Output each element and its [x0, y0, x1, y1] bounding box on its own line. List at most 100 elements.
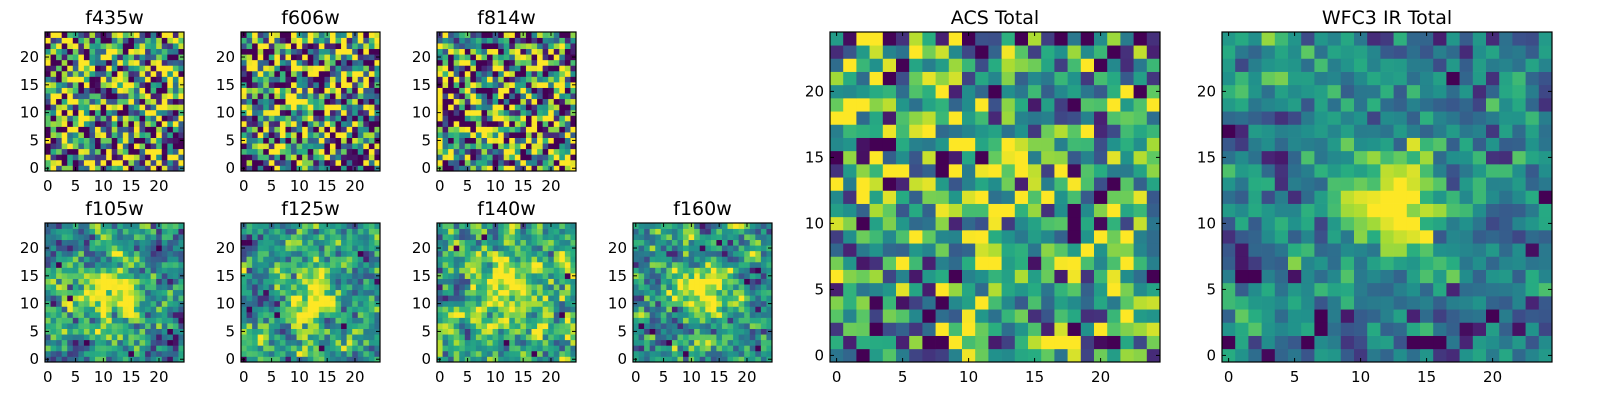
- heatmap-cell: [111, 93, 118, 100]
- heatmap-cell: [1041, 296, 1055, 310]
- heatmap-cell: [368, 284, 375, 291]
- heatmap-cell: [329, 267, 336, 274]
- heatmap-cell: [570, 289, 577, 296]
- heatmap-cell: [150, 273, 157, 279]
- heatmap-cell: [341, 54, 347, 61]
- heatmap-cell: [683, 306, 689, 313]
- heatmap-cell: [324, 70, 331, 77]
- heatmap-cell: [705, 223, 712, 229]
- heatmap-cell: [95, 76, 101, 83]
- heatmap-cell: [470, 284, 477, 291]
- heatmap-cell: [470, 87, 477, 94]
- heatmap-cell: [341, 98, 347, 105]
- heatmap-cell: [89, 295, 96, 302]
- heatmap-cell: [156, 245, 163, 252]
- heatmap-cell: [374, 250, 381, 257]
- heatmap-cell: [733, 306, 739, 313]
- heatmap-cell: [559, 334, 566, 341]
- heatmap-cell: [464, 87, 471, 94]
- heatmap-cell: [464, 300, 471, 307]
- heatmap-cell: [302, 289, 309, 296]
- heatmap-cell: [481, 317, 488, 324]
- heatmap-cell: [492, 328, 499, 335]
- heatmap-cell: [279, 120, 286, 127]
- heatmap-cell: [357, 345, 364, 352]
- heatmap-cell: [56, 159, 63, 166]
- heatmap-cell: [531, 43, 538, 50]
- heatmap-cell: [128, 245, 135, 252]
- heatmap-cell: [150, 148, 157, 155]
- heatmap-cell: [50, 245, 57, 252]
- heatmap-cell: [1080, 296, 1095, 310]
- heatmap-cell: [145, 70, 151, 77]
- heatmap-cell: [139, 328, 146, 335]
- heatmap-cell: [172, 311, 179, 318]
- heatmap-cell: [988, 203, 1002, 218]
- heatmap-cell: [453, 289, 460, 296]
- heatmap-cell: [727, 234, 734, 241]
- heatmap-cell: [548, 159, 555, 166]
- heatmap-cell: [268, 267, 275, 274]
- heatmap-cell: [324, 300, 331, 307]
- heatmap-cell: [564, 239, 571, 246]
- heatmap-cell: [117, 234, 124, 241]
- heatmap-cell: [525, 278, 532, 285]
- heatmap-cell: [453, 250, 460, 257]
- heatmap-cell: [448, 148, 455, 155]
- heatmap-cell: [475, 98, 482, 105]
- heatmap-cell: [749, 323, 756, 329]
- heatmap-cell: [553, 115, 560, 122]
- heatmap-cell: [67, 70, 74, 77]
- heatmap-cell: [106, 165, 113, 172]
- heatmap-cell: [843, 256, 857, 270]
- heatmap-cell: [307, 98, 314, 105]
- heatmap-cell: [514, 32, 521, 38]
- heatmap-cell: [470, 345, 477, 352]
- heatmap-cell: [291, 311, 297, 318]
- x-tick-label: 0: [43, 368, 53, 386]
- heatmap-cell: [72, 256, 79, 263]
- heatmap-cell: [274, 339, 281, 346]
- heatmap-cell: [263, 250, 270, 257]
- heatmap-cell: [437, 256, 443, 263]
- heatmap-cell: [1001, 190, 1016, 204]
- heatmap-cell: [117, 328, 124, 335]
- heatmap-cell: [307, 295, 314, 302]
- heatmap-cell: [909, 177, 923, 191]
- heatmap-cell: [570, 115, 577, 122]
- heatmap-cell: [520, 154, 527, 161]
- heatmap-cell: [89, 143, 96, 150]
- heatmap-cell: [856, 216, 870, 231]
- heatmap-cell: [133, 261, 140, 268]
- heatmap-cell: [683, 228, 689, 235]
- heatmap-cell: [531, 334, 538, 341]
- heatmap-cell: [279, 109, 286, 116]
- heatmap-cell: [117, 87, 124, 94]
- heatmap-cell: [291, 256, 297, 263]
- heatmap-cell: [357, 223, 364, 229]
- heatmap-cell: [548, 261, 555, 268]
- heatmap-cell: [374, 339, 381, 346]
- heatmap-cell: [252, 323, 259, 329]
- heatmap-cell: [633, 334, 639, 341]
- heatmap-cell: [78, 234, 85, 241]
- heatmap-cell: [553, 284, 560, 291]
- heatmap-cell: [694, 323, 701, 329]
- heatmap-cell: [1028, 203, 1042, 218]
- heatmap-cell: [909, 243, 923, 257]
- heatmap-cell: [542, 165, 549, 172]
- heatmap-cell: [537, 273, 543, 279]
- heatmap-cell: [553, 339, 560, 346]
- heatmap-cell: [161, 32, 168, 38]
- heatmap-cell: [525, 350, 532, 357]
- heatmap-cell: [257, 98, 264, 105]
- heatmap-cell: [156, 228, 163, 235]
- heatmap-cell: [498, 48, 505, 55]
- heatmap-cell: [285, 295, 292, 302]
- heatmap-cell: [655, 295, 662, 302]
- heatmap-cell: [291, 54, 297, 61]
- heatmap-cell: [128, 126, 135, 133]
- heatmap-cell: [442, 137, 449, 144]
- heatmap-cell: [537, 137, 543, 144]
